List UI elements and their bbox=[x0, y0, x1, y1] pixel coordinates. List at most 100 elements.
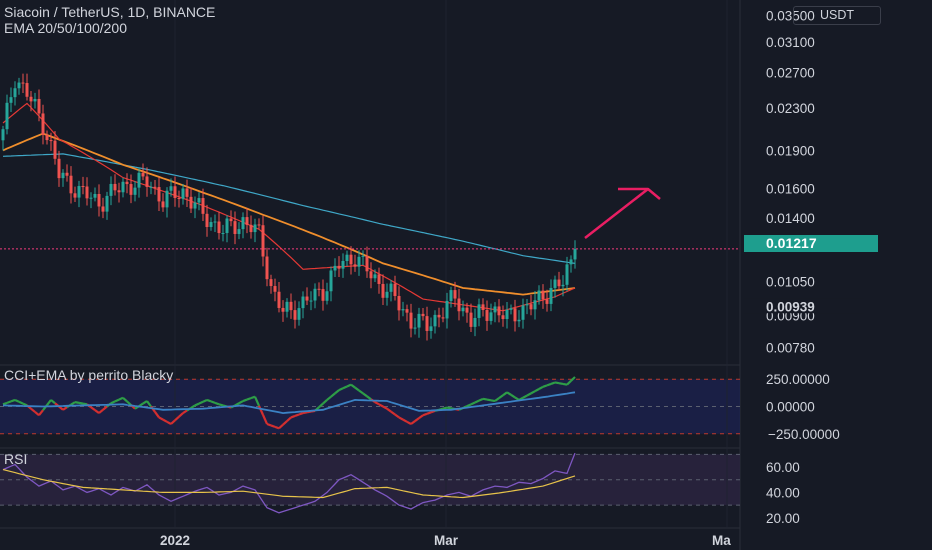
cci-line-segment bbox=[94, 409, 100, 414]
time-axis: 2022 Mar Ma bbox=[160, 533, 731, 548]
cci-line-segment bbox=[110, 400, 116, 405]
cci-line-segment bbox=[274, 425, 280, 430]
candle-body bbox=[201, 198, 205, 214]
candle-body bbox=[309, 300, 313, 302]
candle-body bbox=[397, 296, 401, 311]
cci-line-segment bbox=[178, 412, 184, 418]
cci-line-segment bbox=[174, 415, 180, 422]
cci-line-segment bbox=[414, 417, 420, 422]
cci-line-segment bbox=[406, 420, 412, 425]
candle-body bbox=[533, 300, 537, 310]
cci-indicator-label[interactable]: CCI+EMA by perrito Blacky bbox=[4, 367, 174, 383]
cci-line-segment bbox=[382, 405, 388, 410]
price-axis-label: 0.03500 bbox=[766, 8, 815, 23]
cci-line-segment bbox=[326, 395, 332, 401]
cci-line-segment bbox=[394, 413, 400, 419]
candle-body bbox=[277, 291, 281, 308]
cci-line-segment bbox=[158, 416, 164, 421]
cci-line-segment bbox=[566, 380, 572, 386]
cci-line-segment bbox=[234, 402, 240, 407]
symbol-title[interactable]: Siacoin / TetherUS, 1D, BINANCE bbox=[4, 4, 216, 20]
grid-lines bbox=[0, 0, 740, 528]
cci-line-segment bbox=[250, 395, 256, 400]
cci-line-segment bbox=[90, 406, 96, 412]
cci-line-segment bbox=[30, 407, 36, 413]
cci-line-segment bbox=[22, 402, 28, 407]
indicator-lines bbox=[2, 376, 576, 514]
cci-line-segment bbox=[486, 398, 492, 402]
cci-line-segment bbox=[10, 398, 16, 403]
price-axis-label: 0.02700 bbox=[766, 66, 815, 81]
cci-line-segment bbox=[558, 382, 564, 386]
candle-body bbox=[537, 290, 541, 301]
cci-line-segment bbox=[470, 401, 476, 406]
cci-line-segment bbox=[506, 391, 512, 396]
candle-body bbox=[9, 97, 13, 103]
candle-body bbox=[497, 306, 501, 316]
candle-body bbox=[289, 301, 293, 311]
candle-body bbox=[221, 233, 225, 235]
cci-line-segment bbox=[358, 389, 364, 395]
candle-body bbox=[213, 221, 217, 223]
cci-line-segment bbox=[82, 402, 88, 406]
cci-line-segment bbox=[362, 392, 368, 398]
cci-line-segment bbox=[446, 406, 452, 410]
cci-line-segment bbox=[530, 390, 536, 395]
cci-line-segment bbox=[366, 395, 372, 401]
cci-axis-label: 250.00000 bbox=[766, 372, 830, 387]
cci-line-segment bbox=[270, 424, 276, 428]
cci-line-segment bbox=[290, 414, 296, 419]
cci-line-segment bbox=[466, 403, 472, 408]
candle-body bbox=[393, 283, 397, 297]
candle-body bbox=[21, 82, 25, 84]
cci-line-segment bbox=[490, 399, 496, 403]
candle-body bbox=[113, 183, 117, 191]
cci-line-segment bbox=[266, 422, 272, 427]
candle-body bbox=[425, 316, 429, 331]
rsi-indicator-label[interactable]: RSI bbox=[4, 451, 28, 467]
cci-line-segment bbox=[550, 381, 556, 385]
rsi-ma-line bbox=[2, 469, 576, 499]
price-axis-label: 0.03100 bbox=[766, 35, 815, 50]
candle-body bbox=[93, 193, 97, 198]
candle-body bbox=[381, 283, 385, 298]
ema-indicator-label[interactable]: EMA 20/50/100/200 bbox=[4, 20, 127, 36]
candle-body bbox=[69, 175, 73, 194]
candle-body bbox=[149, 186, 153, 188]
current-price-badge: 0.01217 bbox=[744, 235, 878, 252]
candle-body bbox=[317, 288, 321, 290]
cci-line-segment bbox=[482, 397, 488, 401]
candle-body bbox=[53, 140, 57, 159]
candle-body bbox=[357, 256, 361, 267]
candle-body bbox=[465, 307, 469, 313]
candle-body bbox=[133, 187, 137, 195]
time-axis-label: Ma bbox=[712, 533, 731, 548]
cci-line-segment bbox=[302, 411, 308, 415]
candle-body bbox=[97, 193, 101, 207]
candle-body bbox=[401, 309, 405, 311]
candle-body bbox=[45, 134, 49, 141]
candle-body bbox=[517, 319, 521, 322]
cci-line-segment bbox=[346, 383, 352, 388]
time-axis-label: 2022 bbox=[160, 533, 190, 548]
candle-body bbox=[173, 186, 177, 198]
cci-line-segment bbox=[58, 405, 64, 411]
currency-button[interactable]: USDT bbox=[793, 6, 881, 25]
candle-body bbox=[185, 188, 189, 197]
candle-body bbox=[293, 310, 297, 320]
cci-line-segment bbox=[350, 383, 356, 389]
candle-body bbox=[209, 222, 213, 227]
candle-body bbox=[261, 225, 265, 257]
candle-body bbox=[249, 224, 253, 233]
candle-body bbox=[237, 229, 241, 234]
price-axis-label: 0.01050 bbox=[766, 275, 815, 290]
candle-body bbox=[373, 274, 377, 279]
candle-body bbox=[145, 176, 149, 187]
annotation-arrow-head bbox=[618, 187, 661, 200]
candle-body bbox=[325, 291, 329, 301]
candle-body bbox=[333, 265, 337, 271]
candle-body bbox=[77, 186, 81, 198]
candle-body bbox=[157, 187, 161, 202]
cci-axis-label: −250.00000 bbox=[768, 427, 840, 442]
